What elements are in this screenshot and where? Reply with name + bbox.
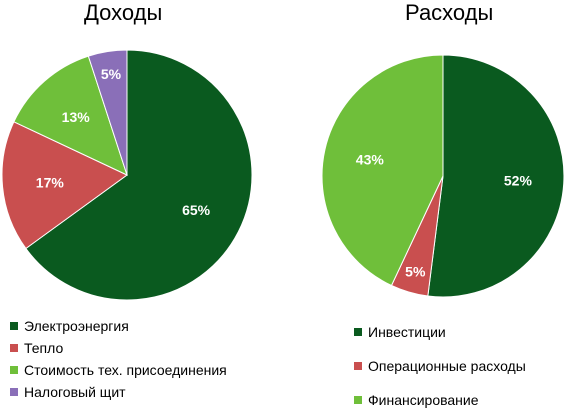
legend-swatch [10, 344, 18, 352]
chart-title: Расходы [405, 0, 494, 25]
slice-label: 5% [405, 263, 426, 279]
legend-swatch [354, 328, 362, 336]
pie-slice [427, 54, 565, 298]
legend-item: Тепло [10, 337, 227, 359]
legend-swatch [10, 322, 18, 330]
expense-chart: Расходы 52% 5% 43% Инвестиции Операционные… [300, 0, 579, 408]
legend-label: Стоимость тех. присоединения [24, 362, 227, 378]
slice-label: 52% [504, 173, 533, 189]
slice-label: 17% [36, 174, 65, 190]
pie-slice [321, 54, 444, 287]
legend-label: Операционные расходы [368, 358, 526, 374]
chart-title: Доходы [84, 0, 163, 25]
legend-item: Инвестиции [354, 315, 526, 349]
legend-item: Операционные расходы [354, 349, 526, 383]
pie-slice [13, 55, 128, 176]
legend-label: Инвестиции [368, 324, 446, 340]
income-legend: Электроэнергия Тепло Стоимость тех. прис… [10, 315, 227, 403]
legend-item: Налоговый щит [10, 381, 227, 403]
legend-swatch [354, 362, 362, 370]
legend-swatch [10, 366, 18, 374]
expense-legend: Инвестиции Операционные расходы Финансир… [354, 315, 526, 417]
slice-label: 65% [182, 202, 211, 218]
legend-label: Тепло [24, 340, 64, 356]
slice-label: 43% [356, 152, 385, 168]
pie-slice [87, 49, 128, 176]
slice-label: 13% [62, 109, 91, 125]
legend-label: Финансирование [368, 392, 479, 408]
pie-slice [25, 49, 253, 301]
legend-swatch [10, 388, 18, 396]
legend-item: Финансирование [354, 383, 526, 417]
legend-label: Электроэнергия [24, 318, 129, 334]
legend-label: Налоговый щит [24, 384, 126, 400]
legend-swatch [354, 396, 362, 404]
income-pie: 65% 17% 13% 5% [1, 49, 253, 301]
legend-item: Электроэнергия [10, 315, 227, 337]
slice-label: 5% [101, 66, 122, 82]
pie-slice [1, 121, 128, 250]
legend-item: Стоимость тех. присоединения [10, 359, 227, 381]
income-chart: Доходы 65% 17% 13% 5% Электроэнергия Тепло … [1, 0, 253, 403]
expense-pie: 52% 5% 43% [321, 54, 565, 298]
